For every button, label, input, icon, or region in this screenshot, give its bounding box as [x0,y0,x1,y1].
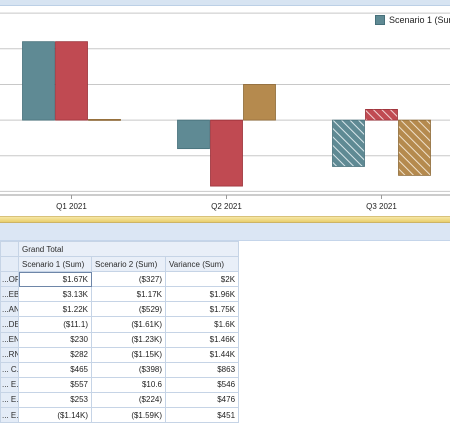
cell-scenario-2[interactable]: ($529) [91,301,166,318]
cell-scenario-1[interactable]: ($1.14K) [18,407,92,424]
bar-series-1-q2-2021[interactable] [177,119,210,150]
x-tick-label: Q2 2021 [211,202,242,211]
cell-scenario-1[interactable]: $282 [18,346,92,363]
row-header[interactable]: ...ANG [0,301,19,318]
row-header[interactable]: ... E... [0,391,19,409]
bar-series-1-q3-2021[interactable] [332,119,365,167]
legend-label-scenario-1: Scenario 1 (Sum [389,15,450,25]
grid-corner-2 [0,256,19,273]
chart-panel: Q1 2021 Q2 2021 Q3 2021 Scenario 1 (Sum [0,0,450,211]
cell-scenario-2[interactable]: ($1.59K) [91,407,166,424]
bar-series-2-q3-2021[interactable] [365,109,398,121]
column-header-variance[interactable]: Variance (Sum) [164,256,240,273]
pivot-header-area [0,223,450,241]
cell-scenario-2[interactable]: $1.17K [91,286,166,303]
row-header[interactable]: ...EB... [0,286,19,303]
cell-variance[interactable]: $1.46K [164,331,240,348]
bar-series-3-q1-2021[interactable] [88,119,121,121]
grand-total-header[interactable]: Grand Total [17,240,240,258]
chart-legend[interactable]: Scenario 1 (Sum [375,14,450,26]
row-header[interactable]: ...EN... [0,331,19,348]
bar-series-3-q2-2021[interactable] [243,84,276,121]
row-header[interactable]: ...RN... [0,346,19,363]
bar-series-2-q2-2021[interactable] [210,119,243,187]
row-header[interactable]: ...DE... [0,316,19,333]
table-row[interactable]: ... E...$557$10.6$546 [0,376,240,393]
cell-scenario-1[interactable]: $1.22K [18,301,92,318]
cell-scenario-2[interactable]: ($1.61K) [91,316,166,333]
column-header-scenario-1[interactable]: Scenario 1 (Sum) [18,256,92,273]
row-header[interactable]: ... E... [0,376,19,393]
cell-scenario-1[interactable]: $3.13K [18,286,92,303]
table-row[interactable]: ... E...($1.14K)($1.59K)$451 [0,407,240,424]
cell-variance[interactable]: $1.44K [164,346,240,363]
table-row[interactable]: ...EN...$230($1.23K)$1.46K [0,331,240,348]
x-tick-label: Q3 2021 [366,202,397,211]
cell-variance[interactable]: $1.6K [164,316,240,333]
cell-scenario-2[interactable]: ($327) [91,271,166,288]
cell-scenario-1[interactable]: ($11.1) [18,316,92,333]
chart-x-axis: Q1 2021 Q2 2021 Q3 2021 [0,194,450,211]
grid-corner [0,240,19,258]
cell-variance[interactable]: $2K [164,271,240,288]
cell-scenario-1[interactable]: $230 [18,331,92,348]
cell-scenario-2[interactable]: ($224) [91,391,166,409]
cell-scenario-1[interactable]: $557 [18,376,92,393]
cell-scenario-2[interactable]: ($398) [91,361,166,378]
table-row[interactable]: ... C...$465($398)$863 [0,361,240,378]
cell-scenario-1[interactable]: $253 [18,391,92,409]
bar-series-1-q1-2021[interactable] [22,41,55,121]
chart-top-border [0,0,450,6]
row-header[interactable]: ... E... [0,407,19,424]
cell-variance[interactable]: $546 [164,376,240,393]
row-header[interactable]: ... C... [0,361,19,378]
row-header[interactable]: ...OR... [0,271,19,288]
cell-variance[interactable]: $451 [164,407,240,424]
column-header-scenario-2[interactable]: Scenario 2 (Sum) [91,256,166,273]
cell-variance[interactable]: $1.96K [164,286,240,303]
table-row[interactable]: ...EB...$3.13K$1.17K$1.96K [0,286,240,303]
bar-series-2-q1-2021[interactable] [55,41,88,121]
cell-scenario-2[interactable]: ($1.15K) [91,346,166,363]
cell-scenario-1[interactable]: $1.67K [18,271,92,288]
bar-chart: Q1 2021 Q2 2021 Q3 2021 [0,12,450,211]
chart-bars [22,41,431,187]
x-tick-label: Q1 2021 [56,202,87,211]
table-row[interactable]: ...DE...($11.1)($1.61K)$1.6K [0,316,240,333]
cell-variance[interactable]: $476 [164,391,240,409]
cell-scenario-2[interactable]: $10.6 [91,376,166,393]
table-row[interactable]: ...OR...$1.67K($327)$2K [0,271,240,288]
table-row[interactable]: ...ANG$1.22K($529)$1.75K [0,301,240,318]
panel-splitter[interactable] [0,216,450,223]
bar-series-3-q3-2021[interactable] [398,119,431,176]
cell-variance[interactable]: $1.75K [164,301,240,318]
table-row[interactable]: ...RN...$282($1.15K)$1.44K [0,346,240,363]
table-row[interactable]: ... E...$253($224)$476 [0,391,240,409]
cell-variance[interactable]: $863 [164,361,240,378]
legend-swatch-scenario-1 [375,15,385,25]
cell-scenario-1[interactable]: $465 [18,361,92,378]
cell-scenario-2[interactable]: ($1.23K) [91,331,166,348]
pivot-grid: Grand Total Scenario 1 (Sum) Scenario 2 … [0,240,240,424]
